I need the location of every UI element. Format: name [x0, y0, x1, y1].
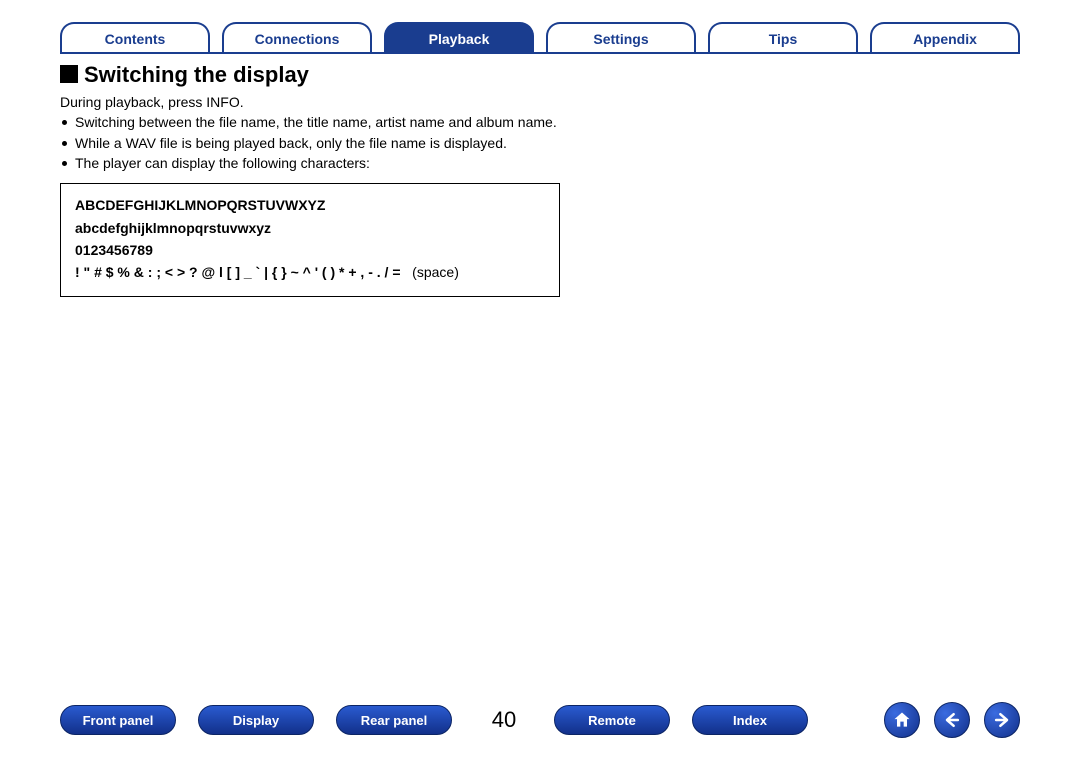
back-icon [942, 710, 962, 730]
tab-contents[interactable]: Contents [60, 22, 210, 52]
index-button[interactable]: Index [692, 705, 808, 735]
page-number: 40 [484, 707, 524, 733]
heading-text: Switching the display [84, 62, 309, 87]
charbox-symbols: ! " # $ % & : ; < > ? @ l [ ] _ ` | { } … [75, 264, 401, 280]
bullet-1: Switching between the file name, the tit… [60, 112, 580, 132]
main-content: Switching the display During playback, p… [60, 62, 1020, 297]
forward-button[interactable] [984, 702, 1020, 738]
tab-tips[interactable]: Tips [708, 22, 858, 52]
nav-circle-group [870, 702, 1020, 738]
tab-settings[interactable]: Settings [546, 22, 696, 52]
front-panel-button[interactable]: Front panel [60, 705, 176, 735]
charbox-digits: 0123456789 [75, 239, 545, 261]
bottom-nav-bar: Front panel Display Rear panel 40 Remote… [60, 703, 1020, 737]
home-button[interactable] [884, 702, 920, 738]
rear-panel-button[interactable]: Rear panel [336, 705, 452, 735]
bullet-2-text: While a WAV file is being played back, o… [75, 133, 580, 153]
forward-icon [992, 710, 1012, 730]
bullet-dot-icon [62, 161, 67, 166]
display-button[interactable]: Display [198, 705, 314, 735]
remote-button[interactable]: Remote [554, 705, 670, 735]
bullet-3: The player can display the following cha… [60, 153, 580, 173]
intro-text: During playback, press INFO. [60, 92, 580, 112]
bullet-dot-icon [62, 141, 67, 146]
tab-appendix[interactable]: Appendix [870, 22, 1020, 52]
charbox-lowercase: abcdefghijklmnopqrstuvwxyz [75, 217, 545, 239]
bullet-1-text: Switching between the file name, the tit… [75, 112, 580, 132]
tab-playback[interactable]: Playback [384, 22, 534, 52]
back-button[interactable] [934, 702, 970, 738]
charbox-space-label [404, 264, 412, 280]
tab-connections[interactable]: Connections [222, 22, 372, 52]
character-set-box: ABCDEFGHIJKLMNOPQRSTUVWXYZ abcdefghijklm… [60, 183, 560, 297]
bullet-2: While a WAV file is being played back, o… [60, 133, 580, 153]
heading-square-icon [60, 65, 78, 83]
home-icon [892, 710, 912, 730]
charbox-space: (space) [412, 264, 459, 280]
charbox-symbols-line: ! " # $ % & : ; < > ? @ l [ ] _ ` | { } … [75, 261, 545, 283]
bullet-3-text: The player can display the following cha… [75, 153, 580, 173]
section-heading: Switching the display [60, 62, 1020, 88]
top-tab-bar: Contents Connections Playback Settings T… [60, 20, 1020, 54]
charbox-uppercase: ABCDEFGHIJKLMNOPQRSTUVWXYZ [75, 194, 545, 216]
bullet-dot-icon [62, 120, 67, 125]
